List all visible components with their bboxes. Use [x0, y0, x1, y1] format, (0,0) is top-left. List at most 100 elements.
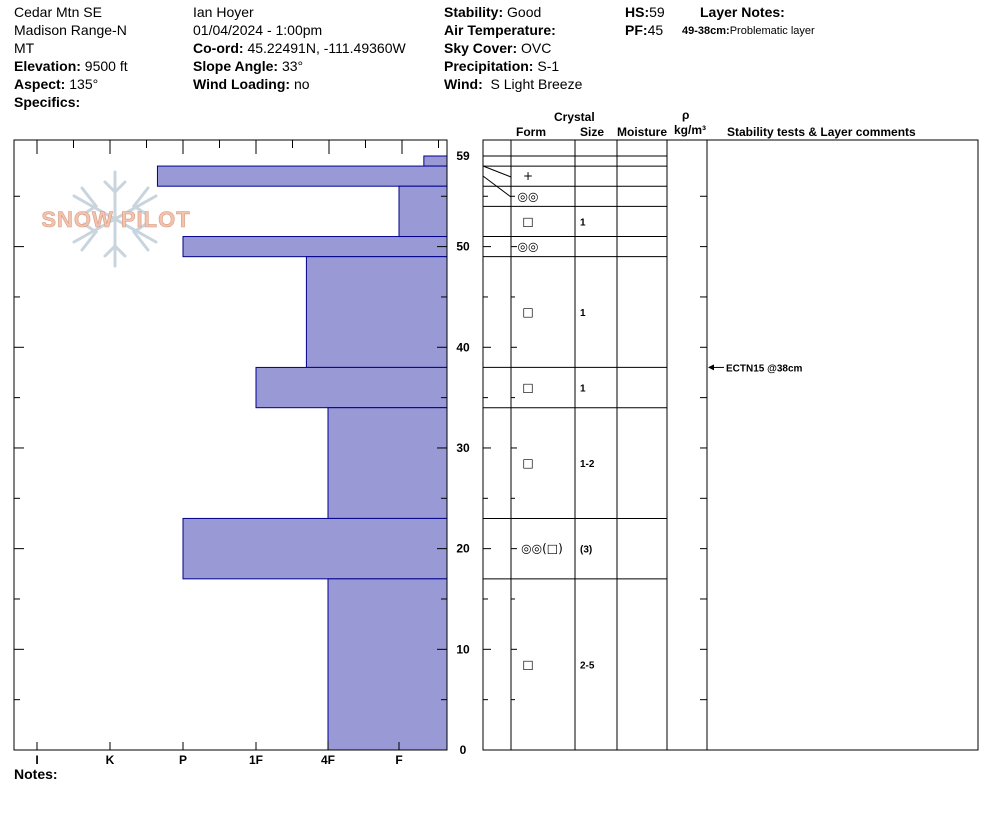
hardness-bar: [156, 165, 448, 187]
hardness-bar: [182, 236, 448, 258]
moisture-heading: Moisture: [617, 125, 668, 139]
specifics-row: Specifics:: [14, 93, 128, 111]
comments-heading: Stability tests & Layer comments: [727, 125, 916, 139]
crystal-size: 1: [580, 384, 586, 395]
layer-rows: + ◎◎ □ 1 ◎◎ □ 1 □ 1 □ 1-2 ◎◎(□) (3) □ 2-5: [482, 155, 667, 671]
hardness-tick-label: K: [106, 753, 115, 767]
wind-loading-row: Wind Loading: no: [193, 75, 406, 93]
crystal-size: 1: [580, 308, 586, 319]
coord-value: 45.22491N, -111.49360W: [247, 40, 406, 56]
hardness-tick-label: F: [395, 753, 402, 767]
crystal-form-symbol: □: [522, 381, 533, 395]
coord-row: Co-ord: 45.22491N, -111.49360W: [193, 39, 406, 57]
obs-datetime: 01/04/2024 - 1:00pm: [193, 22, 323, 38]
crystal-form-symbol: ◎◎: [518, 240, 539, 254]
aspect-label: Aspect:: [14, 76, 66, 92]
hs-row: HS:59: [625, 3, 665, 21]
observer-name: Ian Hoyer: [193, 4, 254, 20]
layer-note-text: Problematic layer: [729, 25, 815, 37]
size-heading: Size: [580, 125, 605, 139]
location-name: Cedar Mtn SE: [14, 4, 102, 20]
pf-value: 45: [647, 22, 664, 38]
hardness-bar: [423, 155, 448, 167]
table-column-lines: [510, 140, 708, 750]
hardness-bar: [327, 578, 448, 751]
pf-label: PF:: [625, 22, 648, 38]
crystal-size: 1: [580, 217, 586, 228]
hardness-bar: [398, 185, 448, 238]
crystal-form-symbol: □: [522, 456, 533, 470]
crystal-form-symbol: ◎◎: [518, 189, 539, 203]
aspect-row: Aspect: 135°: [14, 75, 128, 93]
layer-notes-label: Layer Notes:: [700, 4, 785, 20]
wind-loading-label: Wind Loading:: [193, 76, 291, 92]
top-ticks: [36, 140, 439, 154]
depth-tick-label: 50: [456, 240, 470, 254]
notes-label: Notes:: [14, 765, 58, 783]
sky-row: Sky Cover: OVC: [444, 39, 582, 57]
layer-connector: [482, 175, 512, 198]
crystal-form-symbol: +: [523, 169, 533, 183]
layer-notes: Layer Notes:: [700, 3, 785, 21]
precip-label: Precipitation:: [444, 58, 534, 74]
layer-connector: [482, 165, 512, 178]
stability-row: Stability: Good: [444, 3, 582, 21]
hs-value: 59: [649, 4, 665, 20]
crystal-size: 2-5: [580, 660, 595, 671]
crystal-form-symbol: □: [522, 305, 533, 319]
crystal-form-symbol: □: [522, 657, 533, 671]
snowpilot-logo: SNOW PILOT: [41, 170, 190, 268]
hardness-tick-label: P: [179, 753, 187, 767]
elevation-value: 9500 ft: [84, 58, 128, 74]
depth-tick-label: 59: [456, 149, 470, 163]
slope-row: Slope Angle: 33°: [193, 57, 406, 75]
hardness-tick-label: I: [35, 753, 38, 767]
density-unit-heading: kg/m³: [674, 123, 707, 137]
test-label: ECTN15 @38cm: [726, 363, 803, 374]
precip-row: Precipitation: S-1: [444, 57, 582, 75]
hardness-tick-label: 4F: [321, 753, 335, 767]
hardness-bar: [182, 517, 448, 580]
wind-value: S Light Breeze: [490, 76, 583, 92]
range-name: Madison Range-N: [14, 22, 127, 38]
rho-heading: ρ: [682, 108, 690, 122]
layer-note-line: 49-38cm:Problematic layer: [682, 22, 815, 40]
depth-axis: 0 10 20 30 40 50 59: [14, 149, 707, 757]
pf-row: PF:45: [625, 21, 665, 39]
layer-table-frame: [482, 139, 979, 751]
air-temp-label: Air Temperature:: [444, 22, 556, 38]
test-arrow-head: [708, 364, 714, 371]
sky-label: Sky Cover:: [444, 40, 518, 56]
hs-label: HS:: [625, 4, 650, 20]
crystal-size: (3): [580, 545, 592, 556]
hardness-bar: [255, 366, 448, 409]
elevation-row: Elevation: 9500 ft: [14, 57, 128, 75]
stability-tests: ECTN15 @38cm: [708, 363, 803, 374]
slope-value: 33°: [281, 58, 304, 74]
wind-label: Wind:: [444, 76, 483, 92]
header-col1: Cedar Mtn SE Madison Range-N MT Elevatio…: [14, 3, 128, 111]
elevation-label: Elevation:: [14, 58, 81, 74]
slope-label: Slope Angle:: [193, 58, 279, 74]
layer-note-range: 49-38cm:: [682, 25, 730, 37]
hardness-tick-label: 1F: [249, 753, 263, 767]
hardness-bar: [327, 407, 448, 519]
sky-value: OVC: [521, 40, 552, 56]
state-name: MT: [14, 40, 35, 56]
coord-label: Co-ord:: [193, 40, 244, 56]
crystal-form-symbol: ◎◎(□): [521, 542, 563, 556]
depth-tick-label: 40: [456, 340, 470, 354]
stability-label: Stability:: [444, 4, 504, 20]
wind-loading-value: no: [293, 76, 310, 92]
depth-tick-label: 20: [456, 542, 470, 556]
logo-text: SNOW PILOT: [41, 207, 190, 232]
hardness-axis: I K P 1F 4F F: [35, 742, 403, 767]
notes-label-text: Notes:: [14, 766, 58, 782]
specifics-label: Specifics:: [14, 94, 81, 110]
header-col2: Ian Hoyer 01/04/2024 - 1:00pm Co-ord: 45…: [193, 3, 406, 93]
crystal-heading: Crystal: [554, 110, 595, 124]
depth-tick-label: 10: [456, 642, 470, 656]
hardness-bar: [305, 256, 448, 368]
crystal-form-symbol: □: [522, 214, 533, 228]
